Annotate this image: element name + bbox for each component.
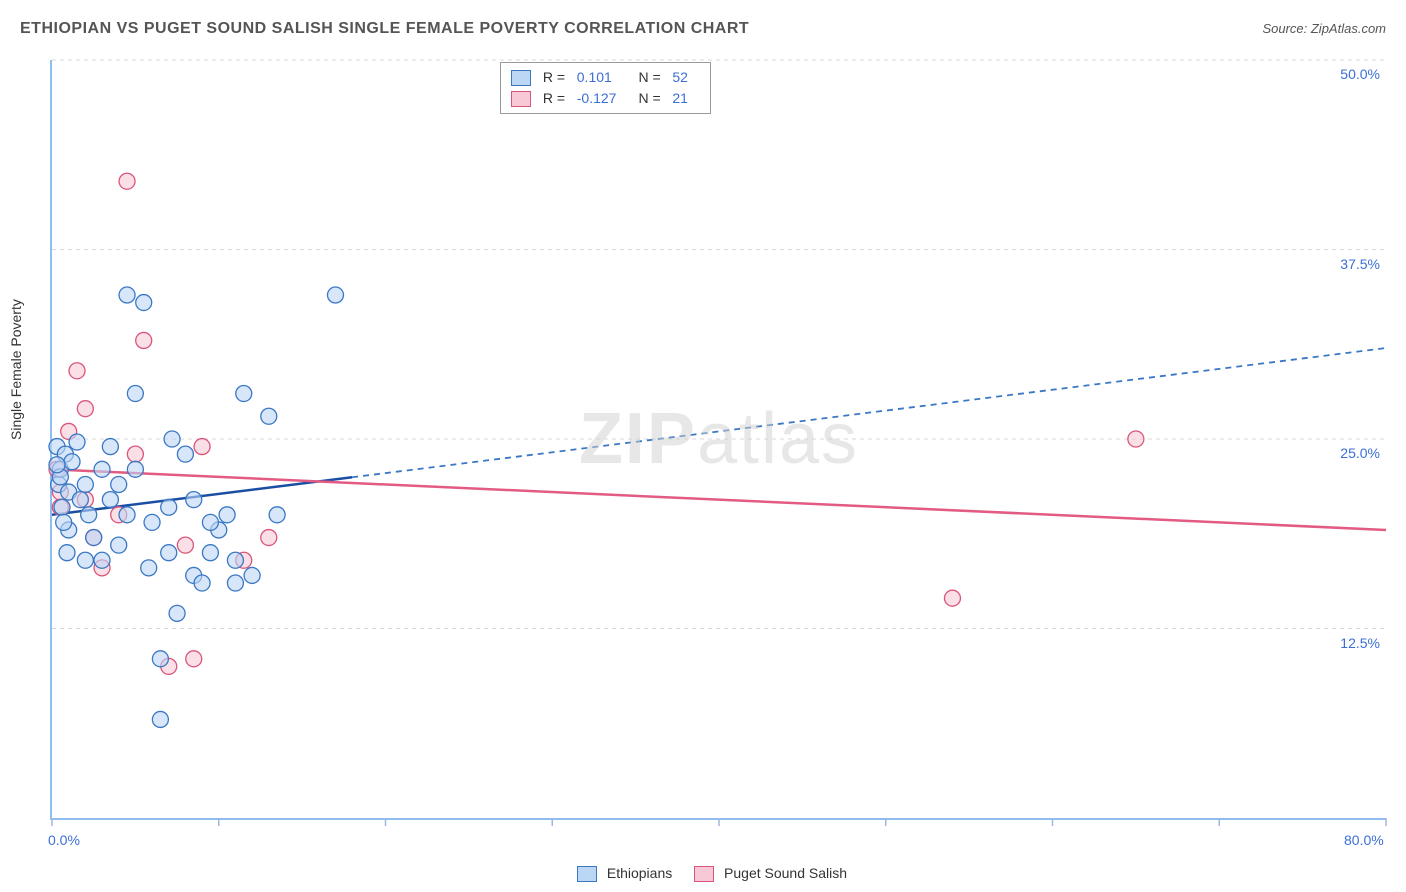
x-tick-label: 80.0% (1344, 832, 1384, 848)
r-label-1: R (543, 69, 553, 85)
n-label-2: N (638, 90, 648, 106)
legend-bottom: Ethiopians Puget Sound Salish (0, 865, 1406, 882)
stats-swatch-2 (511, 91, 531, 107)
legend-label-1: Ethiopians (607, 865, 672, 881)
legend-swatch-2 (694, 866, 714, 882)
r-value-1: 0.101 (577, 67, 627, 88)
x-tick-label: 0.0% (48, 832, 80, 848)
r-value-2: -0.127 (577, 88, 627, 109)
r-label-2: R (543, 90, 553, 106)
eq-1b: = (652, 69, 660, 85)
correlation-stats-box: R = 0.101 N = 52 R = -0.127 N = 21 (500, 62, 711, 114)
y-tick-label: 37.5% (1334, 256, 1380, 272)
n-label-1: N (638, 69, 648, 85)
legend-label-2: Puget Sound Salish (724, 865, 847, 881)
chart-plot-area: ZIPatlas R = 0.101 N = 52 R = -0.127 N =… (50, 60, 1386, 820)
eq-2b: = (652, 90, 660, 106)
y-tick-label: 50.0% (1334, 66, 1380, 82)
stats-row-series2: R = -0.127 N = 21 (511, 88, 700, 109)
eq-2: = (557, 90, 565, 106)
legend-swatch-1 (577, 866, 597, 882)
y-tick-label: 12.5% (1334, 635, 1380, 651)
chart-title: ETHIOPIAN VS PUGET SOUND SALISH SINGLE F… (20, 20, 749, 38)
n-value-2: 21 (672, 88, 700, 109)
stats-row-series1: R = 0.101 N = 52 (511, 67, 700, 88)
scatter-plot-svg (52, 60, 1386, 818)
eq-1: = (557, 69, 565, 85)
y-axis-label: Single Female Poverty (8, 299, 24, 440)
y-tick-label: 25.0% (1334, 445, 1380, 461)
stats-swatch-1 (511, 70, 531, 86)
n-value-1: 52 (672, 67, 700, 88)
source-attribution: Source: ZipAtlas.com (1262, 21, 1386, 36)
